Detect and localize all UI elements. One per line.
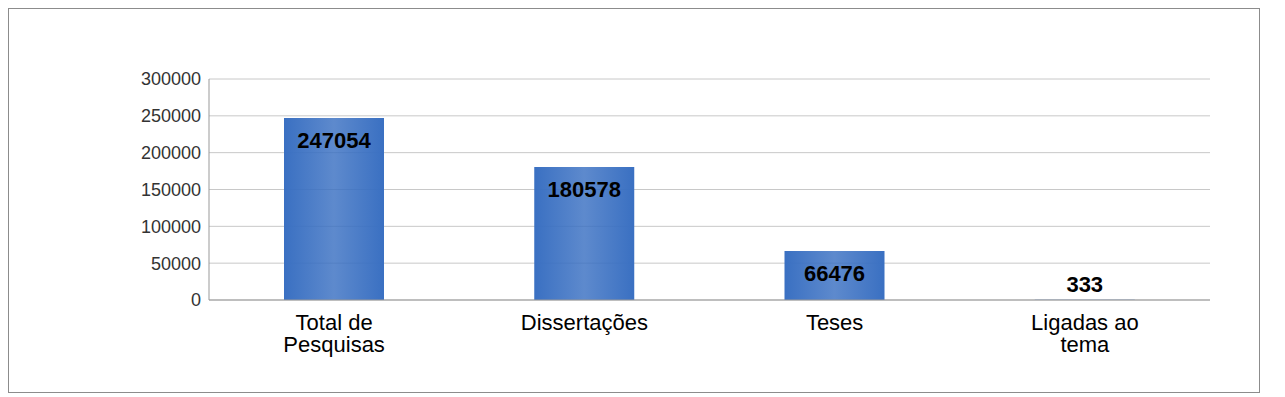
svg-text:200000: 200000 xyxy=(141,143,201,163)
svg-text:180578: 180578 xyxy=(548,177,621,202)
svg-text:100000: 100000 xyxy=(141,217,201,237)
svg-text:Dissertações: Dissertações xyxy=(521,310,648,335)
svg-text:Ligadas aotema: Ligadas aotema xyxy=(1031,310,1139,357)
svg-text:Total dePesquisas: Total dePesquisas xyxy=(283,310,385,357)
svg-text:Teses: Teses xyxy=(806,310,863,335)
svg-text:333: 333 xyxy=(1066,272,1103,297)
svg-text:300000: 300000 xyxy=(141,69,201,89)
svg-text:247054: 247054 xyxy=(297,128,371,153)
svg-text:50000: 50000 xyxy=(151,254,201,274)
svg-text:150000: 150000 xyxy=(141,180,201,200)
svg-text:66476: 66476 xyxy=(804,261,865,286)
svg-text:0: 0 xyxy=(191,290,201,310)
svg-text:250000: 250000 xyxy=(141,106,201,126)
